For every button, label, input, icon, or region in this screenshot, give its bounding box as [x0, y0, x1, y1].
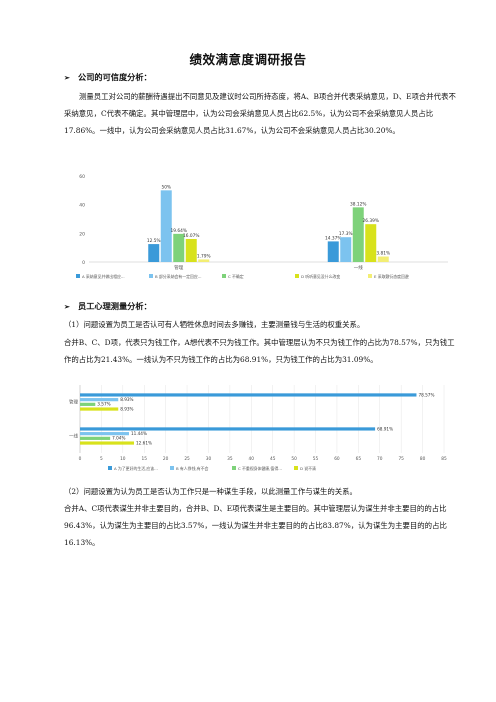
data-label: 68.91% [377, 426, 393, 431]
data-label: 11.44% [131, 431, 147, 436]
data-label: 19.64% [171, 228, 187, 234]
legend-entry: D 说不清 [300, 466, 316, 471]
bar [80, 436, 111, 440]
x-tick-label: 35 [227, 456, 233, 462]
x-tick-label: 45 [270, 456, 276, 462]
bar [80, 432, 129, 436]
data-label: 8.93% [120, 397, 133, 402]
legend-entry: D 听听意见没什么改变 [301, 274, 340, 279]
x-tick-label: 70 [377, 456, 383, 462]
data-label: 8.93% [120, 406, 133, 411]
legend-swatch [294, 466, 298, 470]
data-label: 38.12% [350, 201, 366, 207]
bar [80, 393, 417, 397]
credibility-bar-chart: 0 20 40 60 12.5% 50% 19.64%16.07% 1.79% 管理 14.37%… [76, 174, 448, 279]
bar [352, 207, 364, 262]
data-label: 16.07% [183, 233, 199, 239]
data-label: 7.04% [112, 436, 125, 441]
data-label: 1.79% [197, 253, 211, 259]
legend-swatch [222, 274, 226, 278]
money-attitude-bar-chart: 0 5 10 15 20 25 30 35 40 45 50 55 60 65 70 75 80 85 78.57%… [69, 385, 447, 471]
bar [173, 233, 185, 262]
category-label: 一线 [69, 433, 78, 440]
x-tick-label: 80 [420, 456, 426, 462]
bar [148, 244, 160, 262]
data-label: 12.61% [136, 440, 152, 445]
x-tick-label: 0 [79, 456, 82, 462]
x-tick-label: 40 [249, 456, 255, 462]
legend-entry: E 采取敷衍态度回避 [374, 274, 409, 279]
bar [80, 427, 376, 431]
bar [80, 402, 96, 406]
arrow-bullet-icon: ➢ [64, 302, 70, 311]
x-tick-label: 15 [142, 456, 148, 462]
bar [160, 190, 172, 262]
legend-entry: C 不确定 [228, 274, 244, 279]
legend-swatch [295, 274, 299, 278]
legend-entry: A 为了更好的生活,应该... [114, 466, 158, 471]
x-tick-label: 60 [334, 456, 340, 462]
data-label: 78.57% [418, 392, 434, 397]
data-label: 26.39% [363, 218, 379, 224]
y-tick-label: 40 [79, 203, 85, 209]
category-label: 管理 [69, 399, 78, 406]
bar [340, 237, 352, 262]
legend-entry: B 有人挣钱,有不会 [176, 466, 208, 471]
data-label: 14.37% [325, 235, 341, 241]
x-tick-label: 25 [184, 456, 190, 462]
category-label: 一线 [354, 264, 363, 271]
x-tick-label: 50 [291, 456, 297, 462]
psychology-question-1: （1）问题设置为员工是否认可有人牺牲休息时间去多赚钱，主要测量钱与生活的权重关系… [64, 320, 365, 329]
legend-swatch [76, 274, 80, 278]
bar [377, 256, 389, 262]
x-tick-label: 85 [441, 456, 447, 462]
x-tick-label: 30 [206, 456, 212, 462]
y-tick-label: 60 [79, 174, 85, 180]
data-label: 3.81% [376, 251, 390, 257]
legend-swatch [149, 274, 153, 278]
legend-swatch [108, 466, 112, 470]
y-tick-label: 20 [79, 231, 85, 237]
data-label: 17.3% [339, 231, 353, 237]
bar [80, 441, 135, 445]
data-label: 50% [161, 184, 171, 190]
x-tick-label: 55 [313, 456, 319, 462]
section-heading-psychology: ➢ 员工心理测量分析： [64, 301, 152, 311]
bar [327, 241, 339, 262]
bar [80, 398, 119, 402]
x-tick-label: 75 [398, 456, 404, 462]
legend-swatch [368, 274, 372, 278]
section-heading-credibility: ➢ 公司的可信度分析： [64, 72, 152, 82]
psychology-question-2: （2）问题设置为认为员工是否认为工作只是一种谋生手段，以此测量工作与谋生的关系。 [64, 487, 357, 496]
arrow-bullet-icon: ➢ [64, 73, 70, 82]
legend-entry: A 采纳意见并做出相应... [82, 274, 125, 279]
data-label: 3.57% [97, 402, 110, 407]
category-label: 管理 [174, 264, 183, 271]
bar [185, 238, 197, 262]
x-tick-label: 20 [163, 456, 169, 462]
x-tick-label: 5 [100, 456, 103, 462]
credibility-paragraph: 测量员工对公司的薪酬待遇提出不同意见及建议时公司所持态度，将A、B项合并代表采纳… [64, 92, 456, 135]
bar [80, 407, 119, 411]
x-tick-label: 65 [356, 456, 362, 462]
x-tick-label: 10 [120, 456, 126, 462]
data-label: 12.5% [147, 238, 161, 244]
bar [198, 259, 210, 262]
bar [365, 224, 377, 262]
psychology-paragraph-2: 合并A、C项代表谋生并非主要目的，合并B、D、E项代表谋生是主要目的。其中管理层… [64, 504, 447, 547]
document-title: 绩效满意度调研报告 [189, 52, 307, 67]
legend-entry: C 不重视身体健康,值得... [238, 466, 282, 471]
y-tick-label: 0 [82, 260, 85, 266]
psychology-paragraph-1: 合并B、C、D项，代表只为钱工作，A想代表不只为钱工作。其中管理层认为不只为钱工… [64, 338, 455, 364]
legend-swatch [232, 466, 236, 470]
legend-entry: B 部分采纳会有一定回应... [155, 274, 202, 279]
legend-swatch [170, 466, 174, 470]
